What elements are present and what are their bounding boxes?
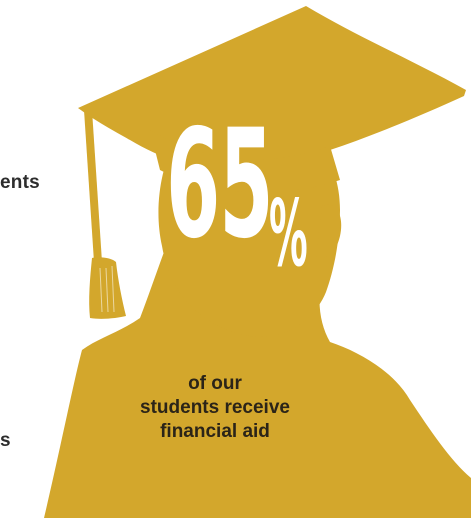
silhouette-body bbox=[44, 168, 471, 518]
stat-percent-sign: % bbox=[269, 180, 308, 287]
silhouette-cap bbox=[78, 6, 466, 172]
silhouette-tassel bbox=[89, 257, 126, 319]
caption-line-3: financial aid bbox=[160, 421, 270, 442]
caption-line-1: of our bbox=[188, 373, 242, 394]
caption-line-2: students receive bbox=[140, 397, 290, 418]
silhouette-ear bbox=[316, 204, 342, 258]
stat-number: 65 bbox=[166, 98, 274, 272]
silhouette-tassel-strands bbox=[99, 265, 115, 313]
stat-caption: of our students receive financial aid bbox=[110, 372, 320, 444]
silhouette-cap-band bbox=[150, 130, 340, 193]
left-edge-text-top: ents bbox=[0, 172, 40, 193]
left-edge-text-bottom: s bbox=[0, 430, 11, 451]
silhouette-tassel-cord bbox=[84, 110, 102, 262]
